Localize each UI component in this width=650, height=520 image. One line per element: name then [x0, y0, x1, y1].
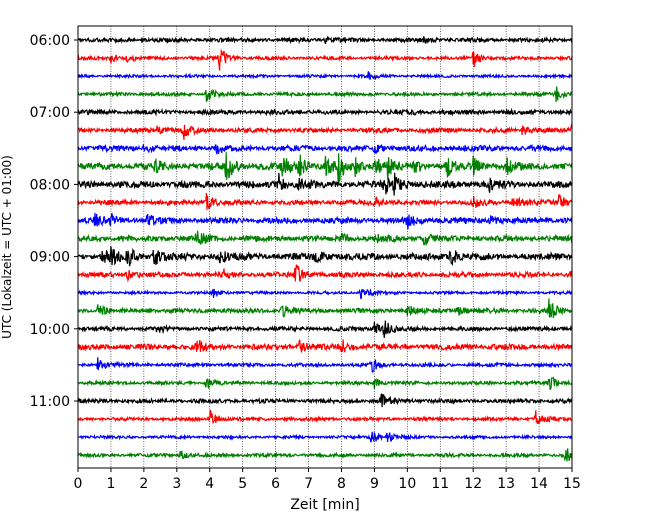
trace-row-0	[77, 35, 573, 45]
x-tick-label: 15	[563, 476, 581, 492]
x-axis: 0 1 2 3 4 5 6 7 8 9 10 11 12 13 14 15	[74, 468, 581, 492]
y-tick-label: 07:00	[30, 105, 70, 121]
traces-layer	[77, 35, 573, 462]
trace-row-16	[77, 320, 573, 339]
trace-row-3	[77, 86, 573, 103]
trace-row-23	[77, 448, 573, 462]
trace-row-12	[77, 246, 573, 267]
y-tick-label: 10:00	[30, 322, 70, 338]
x-tick-label: 5	[238, 476, 247, 492]
trace-row-13	[77, 264, 573, 283]
trace-row-20	[77, 393, 573, 408]
trace-row-5	[77, 122, 573, 140]
y-axis: 06:00 07:00 08:00 09:00 10:00 11:00	[30, 33, 78, 410]
y-tick-label: 06:00	[30, 33, 70, 49]
x-tick-label: 8	[337, 476, 346, 492]
trace-row-7	[77, 152, 573, 183]
x-tick-label: 0	[74, 476, 83, 492]
trace-row-19	[77, 376, 573, 390]
x-tick-label: 4	[205, 476, 214, 492]
x-tick-label: 1	[106, 476, 115, 492]
trace-row-10	[77, 212, 573, 230]
y-tick-label: 11:00	[30, 394, 70, 410]
trace-row-22	[77, 430, 573, 443]
x-tick-label: 2	[139, 476, 148, 492]
trace-row-8	[77, 172, 573, 196]
trace-row-14	[77, 288, 573, 300]
x-tick-label: 10	[398, 476, 416, 492]
trace-row-17	[77, 339, 573, 353]
x-tick-label: 9	[370, 476, 379, 492]
trace-row-4	[77, 107, 573, 117]
x-tick-label: 13	[497, 476, 515, 492]
plot-frame	[77, 25, 573, 469]
trace-row-15	[77, 298, 573, 319]
x-tick-label: 14	[530, 476, 548, 492]
trace-row-6	[77, 143, 573, 155]
x-tick-label: 7	[304, 476, 313, 492]
x-tick-label: 11	[431, 476, 449, 492]
x-tick-label: 12	[464, 476, 482, 492]
y-axis-label: UTC (Lokalzeit = UTC + 01:00)	[0, 155, 14, 339]
trace-row-1	[77, 48, 573, 71]
y-tick-label: 09:00	[30, 250, 70, 266]
trace-row-9	[77, 193, 572, 210]
trace-row-11	[77, 230, 573, 247]
x-tick-label: 6	[271, 476, 280, 492]
y-tick-label: 08:00	[30, 177, 70, 193]
trace-row-2	[77, 71, 573, 81]
x-axis-label: Zeit [min]	[290, 497, 359, 513]
trace-row-18	[77, 357, 573, 373]
x-tick-label: 3	[172, 476, 181, 492]
trace-row-21	[77, 409, 573, 425]
grid-layer	[110, 26, 540, 468]
